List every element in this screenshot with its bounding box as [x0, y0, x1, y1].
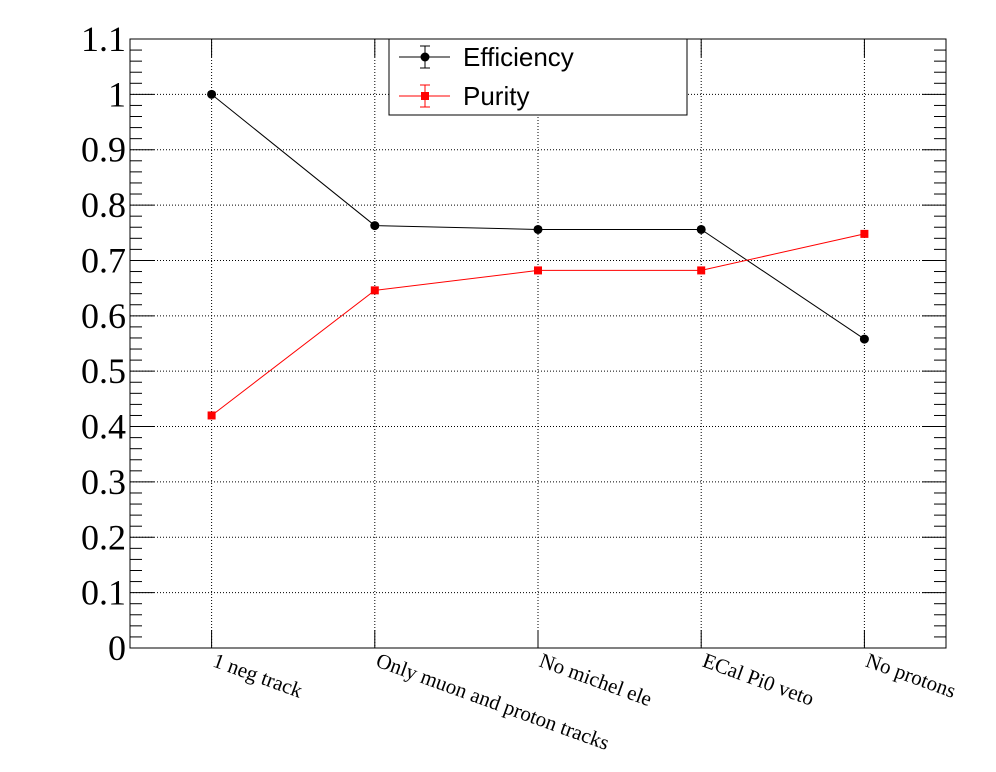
y-tick-label: 0.8: [81, 185, 126, 225]
y-tick-label: 0.7: [81, 240, 126, 280]
x-category-label: No protons: [863, 648, 959, 703]
legend-purity-label: Purity: [463, 81, 529, 111]
x-category-label: No michel ele: [536, 648, 655, 711]
y-tick-label: 0.5: [81, 351, 126, 391]
data-point-purity: [370, 286, 379, 295]
y-tick-label: 0.6: [81, 296, 126, 336]
data-point-purity: [207, 411, 216, 420]
y-tick-label: 0.4: [81, 407, 126, 447]
data-point-purity: [534, 266, 542, 275]
legend: Efficiency Purity: [388, 38, 688, 116]
y-tick-label: 1: [108, 74, 126, 114]
y-tick-label: 0.9: [81, 130, 126, 170]
y-tick-label: 0.1: [81, 573, 126, 613]
data-point-purity: [860, 229, 869, 238]
data-point-efficiency: [370, 221, 380, 231]
legend-entry-efficiency: Efficiency: [399, 42, 574, 72]
data-point-efficiency: [533, 224, 543, 234]
data-point-efficiency: [207, 89, 217, 99]
y-axis-ticks: [130, 38, 946, 649]
y-tick-label: 0.3: [81, 462, 126, 502]
legend-efficiency-marker: [420, 52, 430, 62]
series-layer: [207, 89, 869, 420]
x-category-label: ECal Pi0 veto: [699, 648, 817, 710]
x-axis-category-labels: 1 neg track Only muon and proton tracksNo…: [210, 648, 959, 755]
plot-frame: [129, 38, 947, 649]
x-category-label: 1 neg track: [210, 648, 306, 703]
grid: [130, 39, 946, 648]
data-point-efficiency: [696, 224, 706, 234]
y-tick-label: 0: [108, 628, 126, 668]
y-tick-label: 1.1: [81, 19, 126, 59]
legend-entry-purity: Purity: [399, 81, 529, 111]
data-point-efficiency: [859, 334, 869, 344]
y-tick-label: 0.2: [81, 517, 126, 557]
y-axis-tick-labels: 0 0.1 0.2 0.3 0.4 0.5 0.6 0.7 0.8 0.9 1 1.1: [81, 19, 126, 668]
legend-efficiency-label: Efficiency: [463, 42, 574, 72]
legend-purity-marker: [421, 92, 429, 100]
legend-box: [388, 38, 688, 116]
data-point-purity: [697, 266, 706, 275]
